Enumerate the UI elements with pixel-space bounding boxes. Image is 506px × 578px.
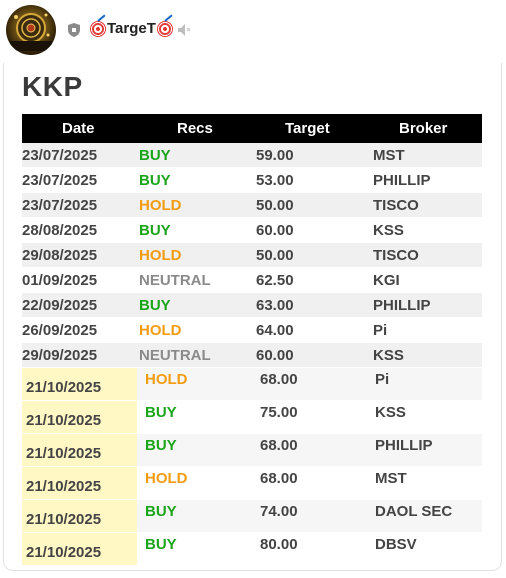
broker-cell: TISCO xyxy=(373,197,419,214)
target-cell: 68.00 xyxy=(260,437,298,454)
date-cell: 29/09/2025 xyxy=(22,347,98,364)
target-cell: 50.00 xyxy=(256,247,294,264)
broker-cell: KSS xyxy=(375,404,406,421)
recommendation-cell: HOLD xyxy=(139,322,182,339)
target-cell: 68.00 xyxy=(260,470,298,487)
target-cell: 68.00 xyxy=(260,371,298,388)
target-cell: 53.00 xyxy=(256,172,294,189)
shield-icon xyxy=(68,23,80,37)
recommendation-cell: BUY xyxy=(139,172,171,189)
table-row: 29/08/2025 HOLD 50.00 TISCO xyxy=(22,243,482,268)
target-cell: 80.00 xyxy=(260,536,298,553)
date-highlight xyxy=(22,401,137,433)
date-cell: 26/09/2025 xyxy=(22,322,98,339)
recommendation-cell: HOLD xyxy=(145,470,188,487)
dartboard-avatar[interactable] xyxy=(6,5,56,55)
table-row: 01/09/2025 NEUTRAL 62.50 KGI xyxy=(22,268,482,293)
date-cell: 22/09/2025 xyxy=(22,297,98,314)
table-row: 29/09/2025 NEUTRAL 60.00 KSS xyxy=(22,343,482,368)
date-highlight xyxy=(22,533,137,565)
recommendation-cell: BUY xyxy=(145,503,177,520)
recommendation-cell: HOLD xyxy=(139,247,182,264)
recommendation-cell: BUY xyxy=(145,404,177,421)
date-cell: 29/08/2025 xyxy=(22,247,98,264)
channel-name[interactable]: TargeT xyxy=(90,20,173,37)
target-cell: 50.00 xyxy=(256,197,294,214)
table-row-new: 21/10/2025 BUY 80.00 DBSV xyxy=(22,533,482,566)
table-header: Date Recs Target Broker xyxy=(22,114,482,143)
table-row-new: 21/10/2025 BUY 75.00 KSS xyxy=(22,401,482,434)
recommendation-cell: BUY xyxy=(145,437,177,454)
column-header-recs: Recs xyxy=(177,120,213,137)
broker-cell: PHILLIP xyxy=(373,172,431,189)
table-row-new: 21/10/2025 HOLD 68.00 Pi xyxy=(22,368,482,401)
date-highlight xyxy=(22,467,137,499)
broker-cell: KSS xyxy=(373,347,404,364)
broker-cell: KGI xyxy=(373,272,400,289)
table-row: 28/08/2025 BUY 60.00 KSS xyxy=(22,218,482,243)
date-cell: 21/10/2025 xyxy=(26,379,102,396)
target-icon xyxy=(156,20,173,37)
broker-cell: DAOL SEC xyxy=(375,503,453,520)
date-cell: 21/10/2025 xyxy=(26,511,102,528)
date-cell: 01/09/2025 xyxy=(22,272,98,289)
recommendation-cell: HOLD xyxy=(139,197,182,214)
target-cell: 75.00 xyxy=(260,404,298,421)
channel-name-text: TargeT xyxy=(107,20,156,37)
recommendation-cell: BUY xyxy=(139,297,171,314)
recommendation-cell: BUY xyxy=(139,147,171,164)
table-row: 22/09/2025 BUY 63.00 PHILLIP xyxy=(22,293,482,318)
target-cell: 60.00 xyxy=(256,222,294,239)
date-highlight xyxy=(22,368,137,400)
date-cell: 28/08/2025 xyxy=(22,222,98,239)
date-highlight xyxy=(22,500,137,532)
broker-cell: KSS xyxy=(373,222,404,239)
broker-cell: MST xyxy=(375,470,407,487)
date-cell: 21/10/2025 xyxy=(26,544,102,561)
recommendation-cell: NEUTRAL xyxy=(139,272,211,289)
recommendation-cell: NEUTRAL xyxy=(139,347,211,364)
column-header-target: Target xyxy=(285,120,330,137)
target-cell: 64.00 xyxy=(256,322,294,339)
date-cell: 21/10/2025 xyxy=(26,445,102,462)
table-row: 23/07/2025 BUY 59.00 MST xyxy=(22,143,482,168)
broker-cell: DBSV xyxy=(375,536,417,553)
channel-header: TargeT xyxy=(0,0,506,62)
broker-cell: PHILLIP xyxy=(375,437,433,454)
recommendation-cell: BUY xyxy=(139,222,171,239)
recommendations-table: Date Recs Target Broker 23/07/2025 BUY 59.… xyxy=(22,114,482,566)
column-header-broker: Broker xyxy=(399,120,448,137)
broker-cell: Pi xyxy=(375,371,390,388)
target-cell: 60.00 xyxy=(256,347,294,364)
table-row: 26/09/2025 HOLD 64.00 Pi xyxy=(22,318,482,343)
target-cell: 59.00 xyxy=(256,147,294,164)
column-header-date: Date xyxy=(62,120,95,137)
broker-cell: Pi xyxy=(373,322,388,339)
table-row-new: 21/10/2025 BUY 68.00 PHILLIP xyxy=(22,434,482,467)
date-cell: 21/10/2025 xyxy=(26,412,102,429)
target-icon xyxy=(90,20,106,37)
target-cell: 74.00 xyxy=(260,503,298,520)
date-cell: 21/10/2025 xyxy=(26,478,102,495)
broker-cell: MST xyxy=(373,147,405,164)
date-cell: 23/07/2025 xyxy=(22,197,98,214)
recommendation-cell: BUY xyxy=(145,536,177,553)
table-row-new: 21/10/2025 BUY 74.00 DAOL SEC xyxy=(22,500,482,533)
table-row: 23/07/2025 BUY 53.00 PHILLIP xyxy=(22,168,482,193)
target-cell: 62.50 xyxy=(256,272,294,289)
broker-cell: TISCO xyxy=(373,247,419,264)
stock-title: KKP xyxy=(22,71,83,102)
target-cell: 63.00 xyxy=(256,297,294,314)
table-row: 23/07/2025 HOLD 50.00 TISCO xyxy=(22,193,482,218)
date-cell: 23/07/2025 xyxy=(22,147,98,164)
date-cell: 23/07/2025 xyxy=(22,172,98,189)
broker-cell: PHILLIP xyxy=(373,297,431,314)
recommendation-cell: HOLD xyxy=(145,371,188,388)
date-highlight xyxy=(22,434,137,466)
speaker-muted-icon[interactable] xyxy=(176,22,192,38)
table-row-new: 21/10/2025 HOLD 68.00 MST xyxy=(22,467,482,500)
